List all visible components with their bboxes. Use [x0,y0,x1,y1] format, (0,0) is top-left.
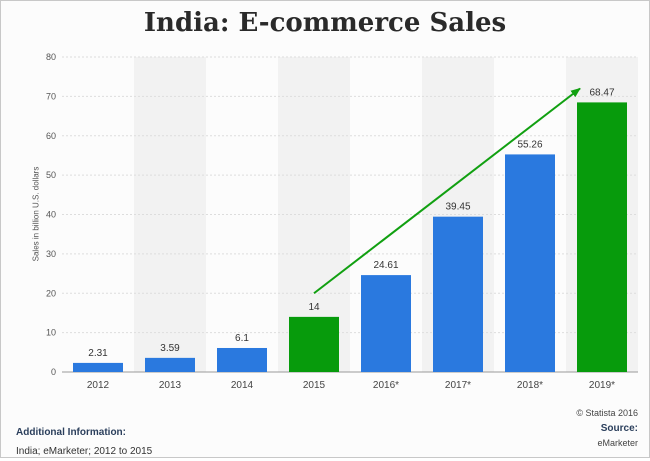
y-tick-label: 40 [46,210,56,220]
bar-2019*[interactable] [577,102,627,372]
value-label: 14 [308,302,320,313]
value-label: 2.31 [88,348,108,359]
bar-2016*[interactable] [361,275,411,372]
y-tick-label: 10 [46,328,56,338]
bar-2012[interactable] [73,362,123,372]
value-label: 55.26 [517,139,542,150]
bar-2014[interactable] [217,347,267,372]
value-label: 3.59 [160,343,180,354]
statista-credit[interactable]: © Statista 2016 [576,408,638,418]
source-text: eMarketer [597,438,638,448]
source-block: © Statista 2016 Source: eMarketer [576,406,638,451]
additional-information: Additional Information: India; eMarketer… [16,423,152,461]
x-tick-label: 2019* [589,380,615,391]
x-tick-label: 2016* [373,380,399,391]
y-tick-label: 20 [46,288,56,298]
x-tick-label: 2015 [303,380,326,391]
value-label: 68.47 [589,87,614,98]
additional-info-heading: Additional Information: [16,427,126,438]
y-axis-label: Sales in billion U.S. dollars [31,166,41,262]
value-label: 24.61 [373,260,398,271]
source-heading: Source: [600,423,638,434]
additional-info-text: India; eMarketer; 2012 to 2015 [16,446,153,457]
x-tick-label: 2018* [517,380,543,391]
x-tick-label: 2012 [87,380,110,391]
bar-2015[interactable] [289,316,339,372]
x-tick-label: 2014 [231,380,254,391]
x-tick-label: 2013 [159,380,182,391]
value-label: 6.1 [235,333,249,344]
x-tick-label: 2017* [445,380,471,391]
y-tick-label: 0 [51,367,56,377]
value-label: 39.45 [445,202,470,213]
y-tick-label: 30 [46,249,56,259]
y-tick-label: 60 [46,131,56,141]
bar-2018*[interactable] [505,154,555,372]
chart-title: India: E-commerce Sales [143,8,507,38]
y-tick-label: 80 [46,52,56,62]
bar-2013[interactable] [145,357,195,372]
bar-2017*[interactable] [433,216,483,372]
growth-arrow [313,87,581,295]
y-tick-label: 50 [46,170,56,180]
y-tick-label: 70 [46,91,56,101]
